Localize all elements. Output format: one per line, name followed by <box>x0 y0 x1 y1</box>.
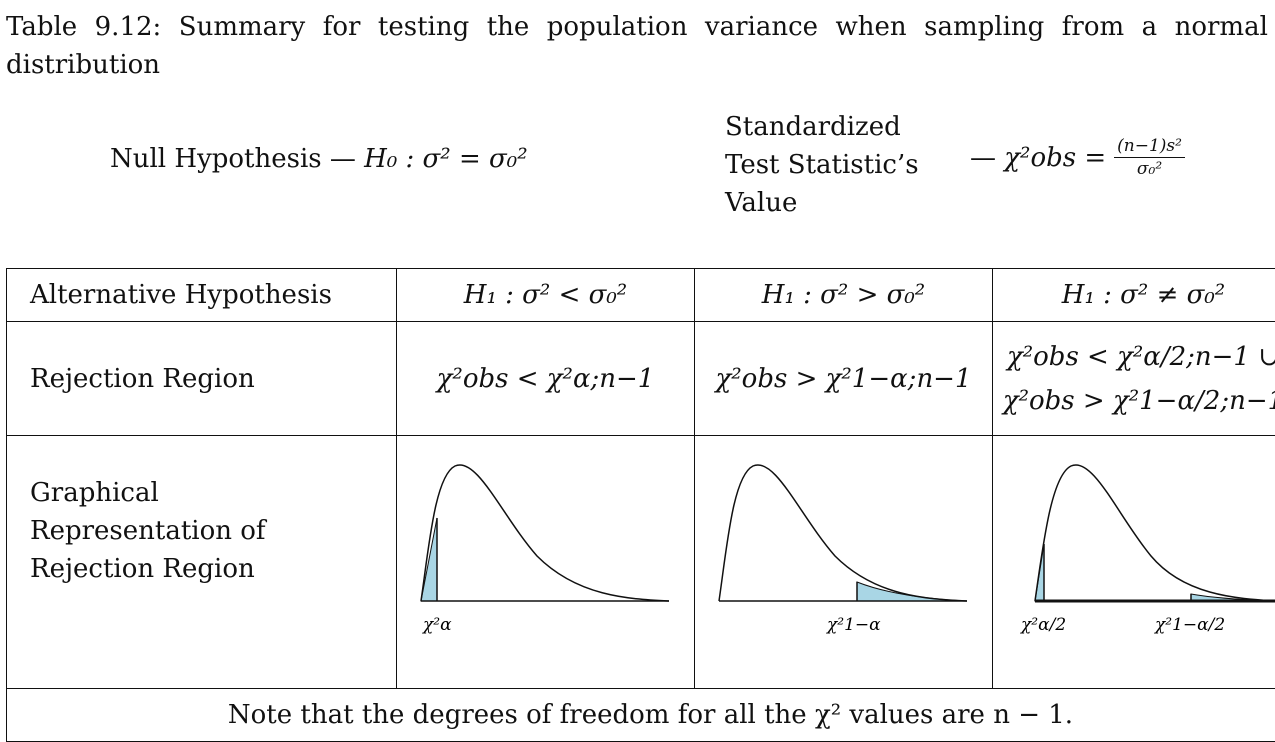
caption-word: population <box>547 8 688 46</box>
alt-less-text: H₁ : σ² < σ₀² <box>464 280 627 310</box>
caption-word: when <box>836 8 907 46</box>
alt-not-equal-text: H₁ : σ² ≠ σ₀² <box>1062 280 1225 310</box>
density-curve <box>719 465 967 601</box>
graph-label-line-2: Representation of <box>30 512 396 550</box>
cutoff-label: χ²α <box>422 615 452 635</box>
stat-lhs: χ²obs = <box>1004 143 1106 173</box>
graph-right-tail: χ²1−α <box>695 436 993 689</box>
rej-left-text: χ²obs < χ²α;n−1 <box>437 364 655 394</box>
test-statistic-formula: — χ²obs = (n−1)s² σ₀² <box>970 136 1185 179</box>
cutoff-label-left: χ²α/2 <box>1020 615 1066 635</box>
graph-label-line-3: Rejection Region <box>30 550 396 588</box>
table-row: Rejection Region χ²obs < χ²α;n−1 χ²obs >… <box>7 322 1275 436</box>
caption-word: testing <box>378 8 469 46</box>
table-row: Alternative Hypothesis H₁ : σ² < σ₀² H₁ … <box>7 269 1275 322</box>
stat-numerator: (n−1)s² <box>1114 136 1185 158</box>
null-hypothesis-label: Null Hypothesis <box>110 144 322 174</box>
caption-word: a <box>1142 8 1158 46</box>
caption-word: 9.12: <box>95 8 162 46</box>
row-label-graphical: Graphical Representation of Rejection Re… <box>7 436 397 689</box>
cutoff-label: χ²1−α <box>826 615 881 635</box>
caption-word: normal <box>1175 8 1268 46</box>
graph-left-tail: χ²α <box>397 436 695 689</box>
alt-not-equal: H₁ : σ² ≠ σ₀² <box>993 269 1275 322</box>
table-caption: Table 9.12: Summary for testing the population… <box>6 8 1268 84</box>
std-line-2: Test Statistic’s <box>725 146 919 184</box>
rej-left: χ²obs < χ²α;n−1 <box>397 322 695 436</box>
rej-two-sided: χ²obs < χ²α/2;n−1 ∪ χ²obs > χ²1−α/2;n−1 <box>993 322 1275 436</box>
rej-two-line-2: χ²obs > χ²1−α/2;n−1 <box>1003 379 1275 423</box>
graph-label-line-1: Graphical <box>30 474 396 512</box>
cutoff-label-right: χ²1−α/2 <box>1154 615 1225 635</box>
row-label-alternative: Alternative Hypothesis <box>7 269 397 322</box>
std-line-3: Value <box>725 184 919 222</box>
density-curve <box>421 465 669 601</box>
dash: — <box>970 143 996 173</box>
null-hypothesis-formula: H₀ : σ² = σ₀² <box>364 144 527 174</box>
caption-word: the <box>487 8 530 46</box>
chi-square-left-tail-plot: χ²α <box>397 436 693 648</box>
dash: — <box>330 144 356 174</box>
table-row: Graphical Representation of Rejection Re… <box>7 436 1275 689</box>
rej-two-line-1: χ²obs < χ²α/2;n−1 ∪ <box>1007 335 1275 379</box>
rejection-shade-right <box>857 582 967 601</box>
caption-word: for <box>323 8 361 46</box>
std-line-1: Standardized <box>725 108 919 146</box>
caption-word: Table <box>6 8 77 46</box>
test-statistic-label: Standardized Test Statistic’s Value <box>725 108 919 222</box>
graph-two-tail: χ²α/2 χ²1−α/2 <box>993 436 1275 689</box>
density-curve <box>1035 465 1275 601</box>
table-row: Note that the degrees of freedom for all… <box>7 689 1275 742</box>
caption-word: sampling <box>924 8 1044 46</box>
caption-line-1: Table 9.12: Summary for testing the population… <box>6 8 1268 46</box>
stat-denominator: σ₀² <box>1137 158 1162 179</box>
caption-word: Summary <box>179 8 305 46</box>
stat-fraction: (n−1)s² σ₀² <box>1114 136 1185 179</box>
alt-less: H₁ : σ² < σ₀² <box>397 269 695 322</box>
summary-table: Alternative Hypothesis H₁ : σ² < σ₀² H₁ … <box>6 268 1275 742</box>
degrees-of-freedom-note: Note that the degrees of freedom for all… <box>7 689 1275 742</box>
alt-greater-text: H₁ : σ² > σ₀² <box>762 280 925 310</box>
row-label-rejection: Rejection Region <box>7 322 397 436</box>
null-hypothesis: Null Hypothesis — H₀ : σ² = σ₀² <box>110 144 528 174</box>
rej-right-text: χ²obs > χ²1−α;n−1 <box>715 364 971 394</box>
caption-word: from <box>1062 8 1124 46</box>
chi-square-two-tail-plot: χ²α/2 χ²1−α/2 <box>993 436 1275 648</box>
alt-greater: H₁ : σ² > σ₀² <box>695 269 993 322</box>
chi-square-right-tail-plot: χ²1−α <box>695 436 991 648</box>
rej-right: χ²obs > χ²1−α;n−1 <box>695 322 993 436</box>
caption-word: variance <box>705 8 818 46</box>
caption-line-2: distribution <box>6 46 1268 84</box>
